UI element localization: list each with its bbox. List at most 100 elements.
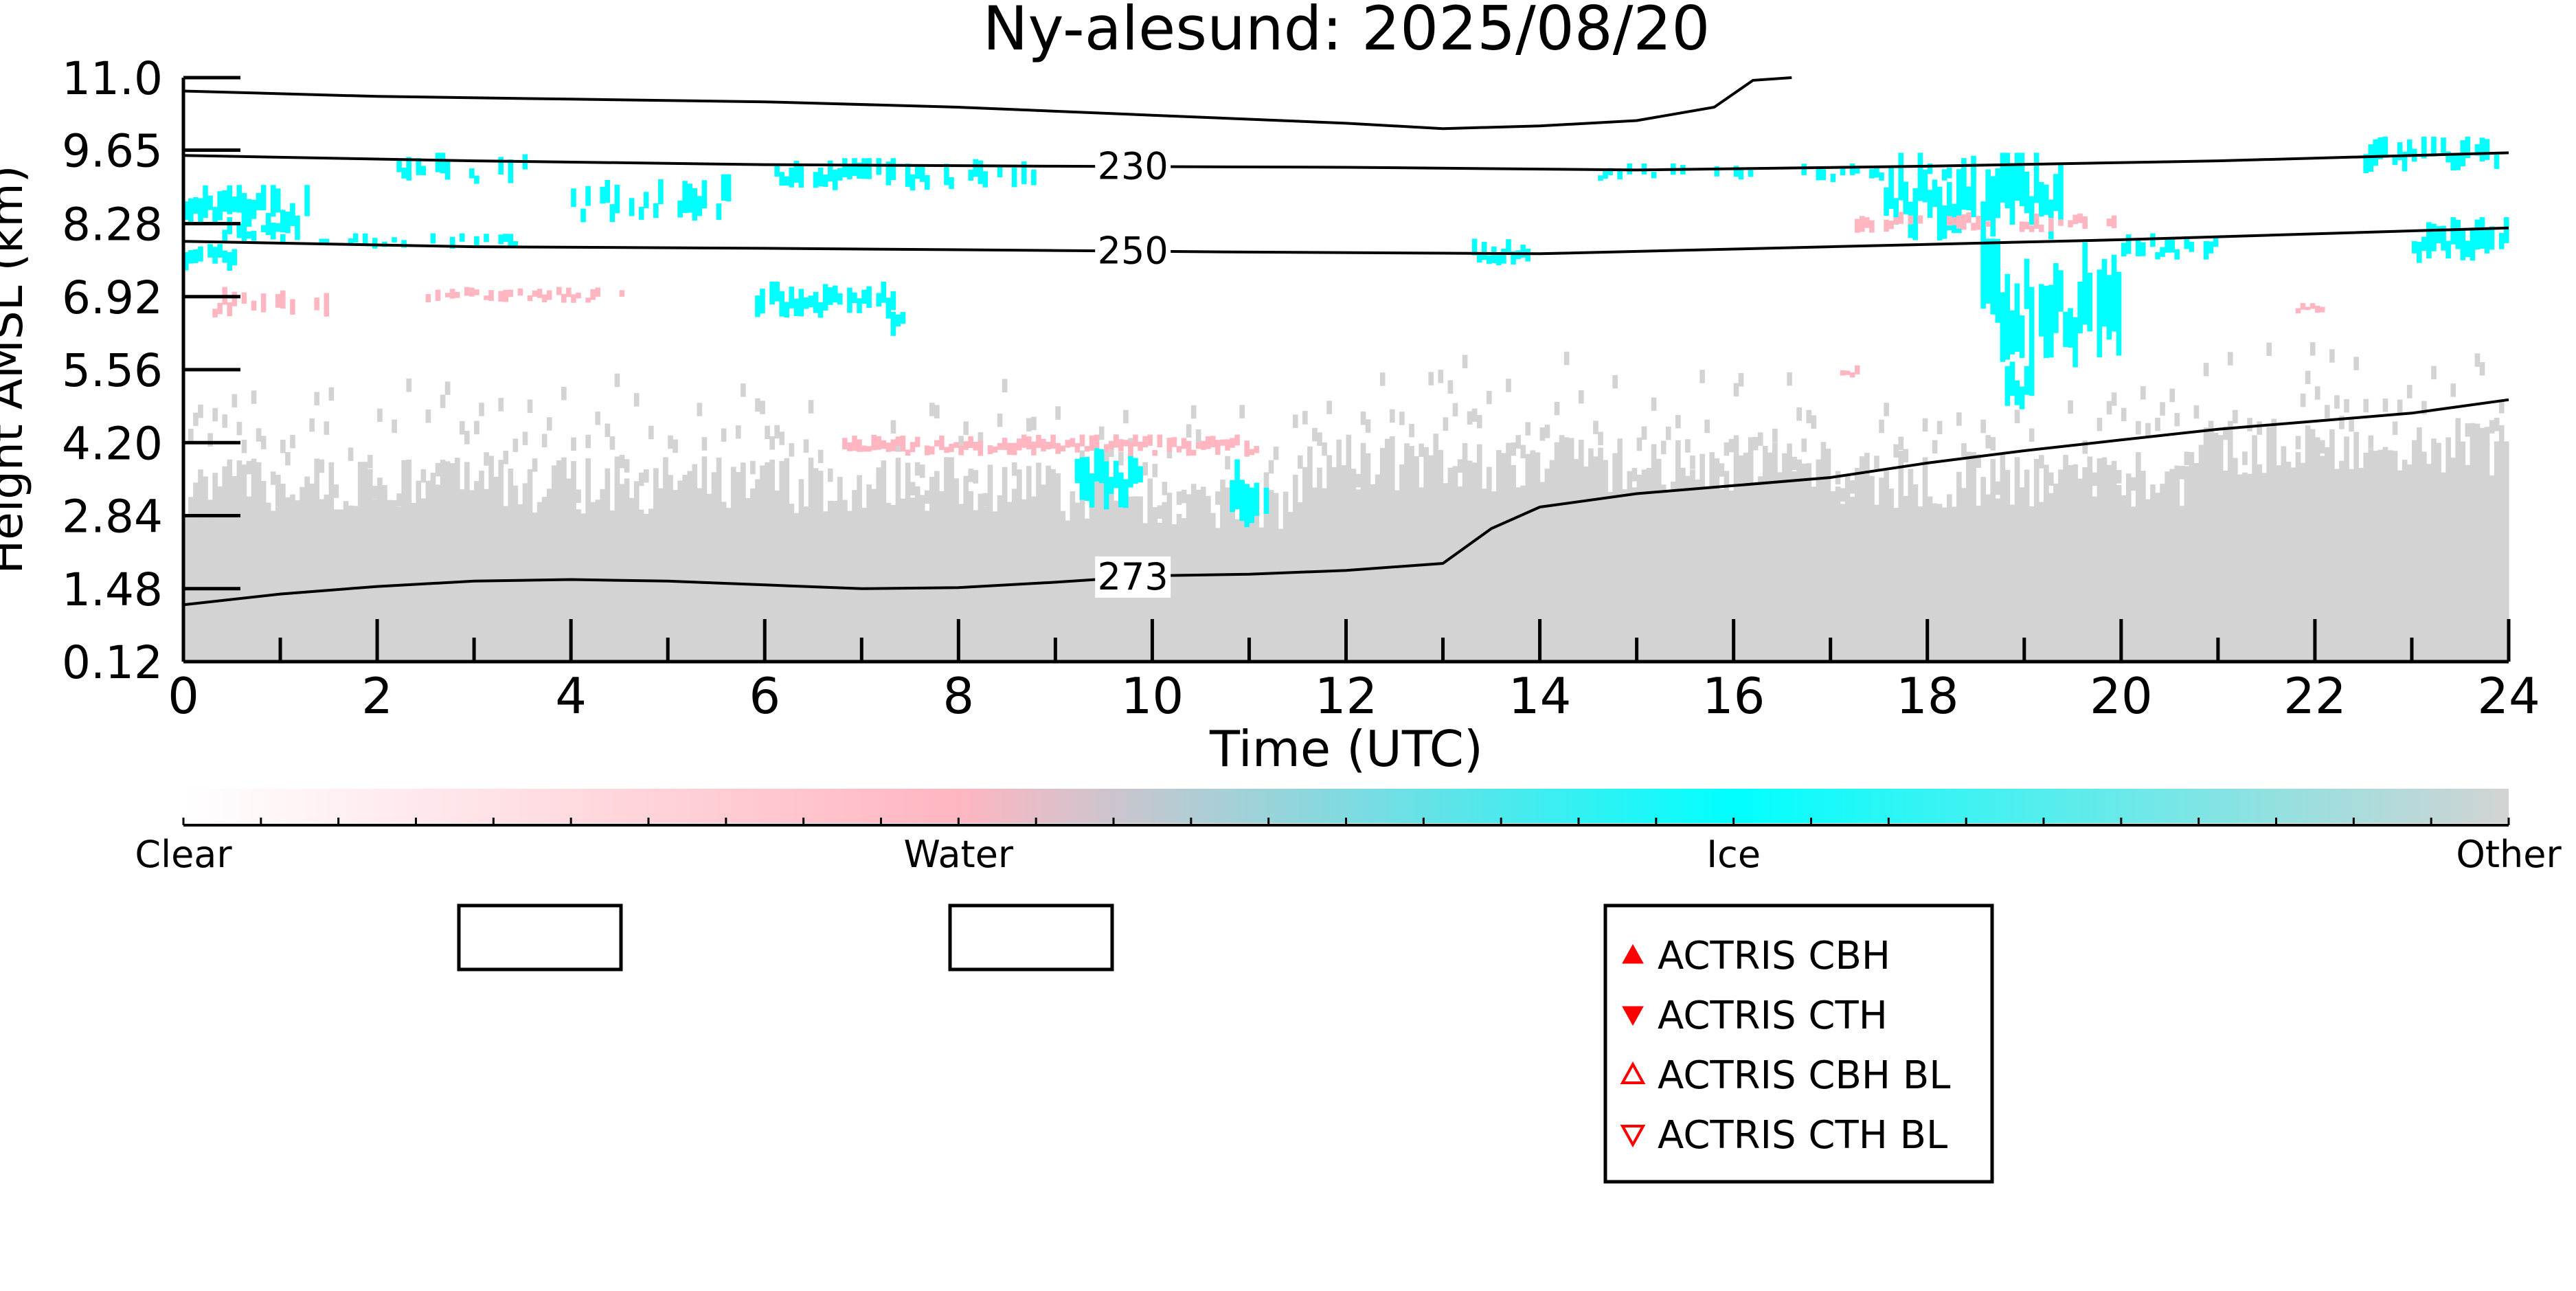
cell-water — [1230, 438, 1235, 448]
cell-ice — [498, 157, 504, 175]
cell-ice — [2445, 151, 2451, 163]
cell-other — [968, 491, 974, 662]
cell-other — [1762, 445, 1768, 662]
cell-other — [1525, 453, 1531, 662]
cell-other — [1515, 435, 1521, 449]
cell-ice — [2160, 247, 2165, 257]
cell-other — [2130, 477, 2136, 491]
cell-other — [416, 480, 422, 662]
cell-other — [677, 480, 683, 662]
cell-other — [1462, 355, 1468, 368]
cell-ice — [692, 188, 698, 221]
cell-other — [949, 457, 954, 662]
cell-other — [2033, 458, 2040, 662]
cell-other — [2353, 431, 2359, 662]
cell-other — [890, 504, 896, 662]
cell-other — [1820, 442, 1827, 662]
legend-marker-icon — [1620, 1125, 1646, 1148]
cell-other — [1157, 505, 1163, 519]
legend-marker-icon — [1620, 1061, 1646, 1084]
cell-other — [750, 460, 756, 475]
cell-ice — [1506, 239, 1511, 253]
cell-other — [300, 486, 305, 662]
cell-other — [1922, 457, 1928, 662]
cell-ice — [2000, 292, 2006, 362]
cell-water — [556, 287, 562, 295]
cell-water — [566, 287, 572, 298]
cell-ice — [944, 164, 949, 186]
cell-other — [1631, 487, 1638, 662]
cell-other — [2339, 416, 2345, 429]
cell-ice — [2397, 142, 2403, 161]
cell-other — [1554, 401, 1560, 416]
cell-water — [1971, 223, 1976, 231]
cell-water — [1200, 440, 1206, 450]
cell-ice — [2087, 272, 2093, 332]
cell-other — [1728, 438, 1735, 453]
cell-ice — [1128, 453, 1133, 488]
cell-ice — [2498, 233, 2505, 249]
cell-other — [1617, 438, 1623, 662]
cell-other — [241, 439, 247, 453]
cell-other — [817, 449, 824, 464]
cell-other — [1190, 484, 1197, 662]
cell-other — [1956, 412, 1962, 426]
cell-ice — [1738, 168, 1744, 180]
cell-other — [1225, 456, 1230, 470]
cell-other — [2489, 420, 2495, 434]
cell-other — [1893, 508, 1899, 662]
cell-other — [595, 412, 601, 425]
cell-other — [1961, 488, 1967, 662]
cell-water — [314, 298, 319, 311]
cell-other — [1636, 474, 1642, 662]
cell-other — [2165, 471, 2170, 662]
cell-other — [909, 497, 916, 662]
cell-other — [963, 475, 969, 662]
cell-other — [1757, 476, 1763, 662]
cell-water — [939, 435, 945, 450]
cell-other — [275, 475, 281, 662]
cell-other — [1186, 424, 1192, 438]
cell-ice — [2019, 386, 2025, 409]
cell-other — [1089, 482, 1095, 662]
cell-other — [2130, 506, 2136, 662]
cell-ice — [2208, 241, 2214, 254]
x-tick-label: 20 — [2090, 667, 2153, 725]
cell-other — [1985, 435, 1991, 449]
cell-other — [2295, 436, 2301, 449]
cell-other — [1806, 409, 1812, 424]
y-tick-label: 4.20 — [62, 417, 163, 470]
cell-ice — [1491, 246, 1497, 264]
cell-other — [740, 462, 746, 662]
cell-other — [2213, 432, 2219, 662]
cell-other — [2029, 506, 2035, 662]
cell-other — [1854, 467, 1860, 662]
cell-ice — [231, 249, 238, 266]
cell-water — [905, 449, 911, 456]
cell-other — [673, 490, 678, 662]
cell-water — [1854, 218, 1860, 233]
colorbar-labels: Clear Water Ice Other — [135, 833, 2562, 876]
cell-ice — [813, 291, 819, 313]
cell-other — [377, 408, 383, 423]
cell-other — [2281, 446, 2287, 662]
cell-other — [2038, 502, 2044, 662]
cell-ice — [2000, 153, 2006, 203]
cell-other — [1142, 462, 1148, 476]
cell-water — [929, 446, 935, 455]
cell-ice — [1941, 169, 1947, 181]
isotherm-contours: 230 250 273 — [183, 76, 2509, 607]
cell-water — [2038, 224, 2044, 232]
cell-other — [2339, 460, 2345, 662]
cell-other — [619, 454, 625, 469]
cell-other — [1389, 436, 1395, 662]
cell-other — [1690, 456, 1695, 469]
cell-other — [464, 462, 470, 662]
cell-ice — [1903, 181, 1909, 214]
cell-water — [1210, 436, 1216, 448]
cell-other — [1452, 466, 1458, 662]
cell-other — [813, 468, 819, 662]
cell-ice — [222, 190, 227, 212]
cell-other — [1670, 481, 1676, 662]
cell-ice — [193, 249, 199, 263]
